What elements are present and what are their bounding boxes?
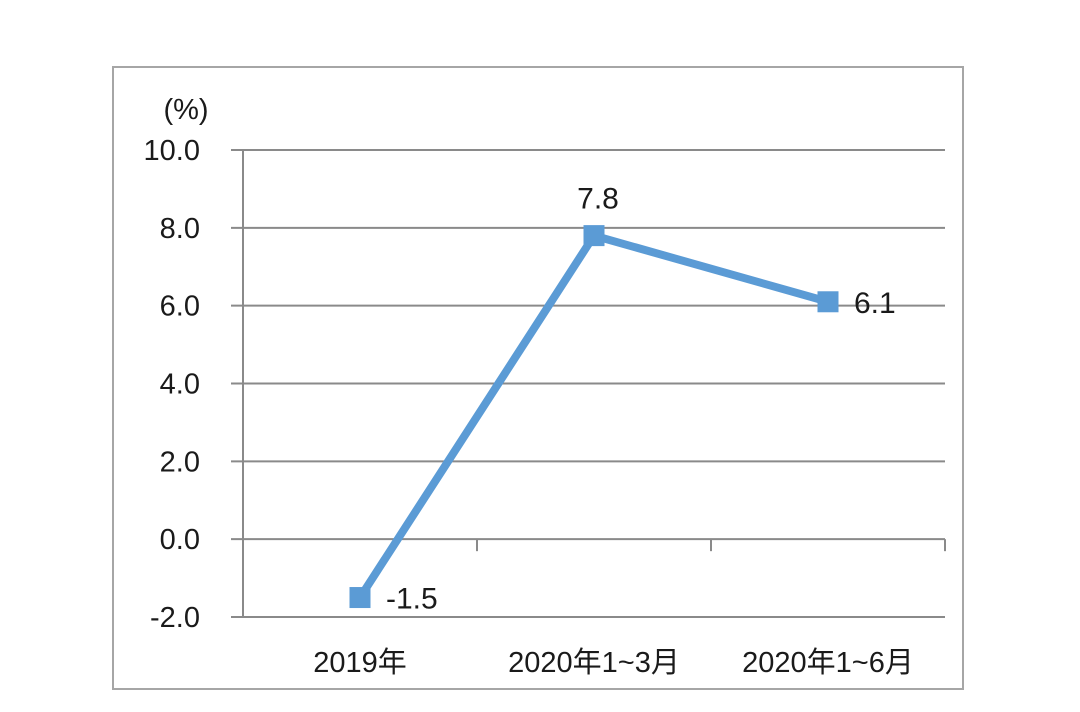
x-axis-category-label: 2019年 [313, 646, 407, 679]
y-axis-tick-label: 0.0 [160, 524, 200, 556]
x-axis-category-label: 2020年1~3月 [508, 646, 680, 679]
y-axis-tick-label: 6.0 [160, 291, 200, 323]
data-point-marker [817, 291, 839, 313]
chart-frame [112, 66, 964, 690]
x-axis-category-label: 2020年1~6月 [742, 646, 914, 679]
data-point-marker [583, 225, 605, 247]
data-label: -1.5 [386, 583, 438, 616]
y-axis-tick-label: 8.0 [160, 213, 200, 245]
y-axis-tick-label: 10.0 [144, 135, 200, 167]
y-axis-tick-label: 4.0 [160, 369, 200, 401]
y-axis-unit-label: (%) [163, 94, 208, 126]
y-axis-tick-label: -2.0 [150, 602, 200, 634]
y-axis-tick-label: 2.0 [160, 446, 200, 478]
data-label: 6.1 [854, 287, 896, 320]
data-point-marker [349, 587, 371, 609]
data-label: 7.8 [577, 183, 619, 216]
